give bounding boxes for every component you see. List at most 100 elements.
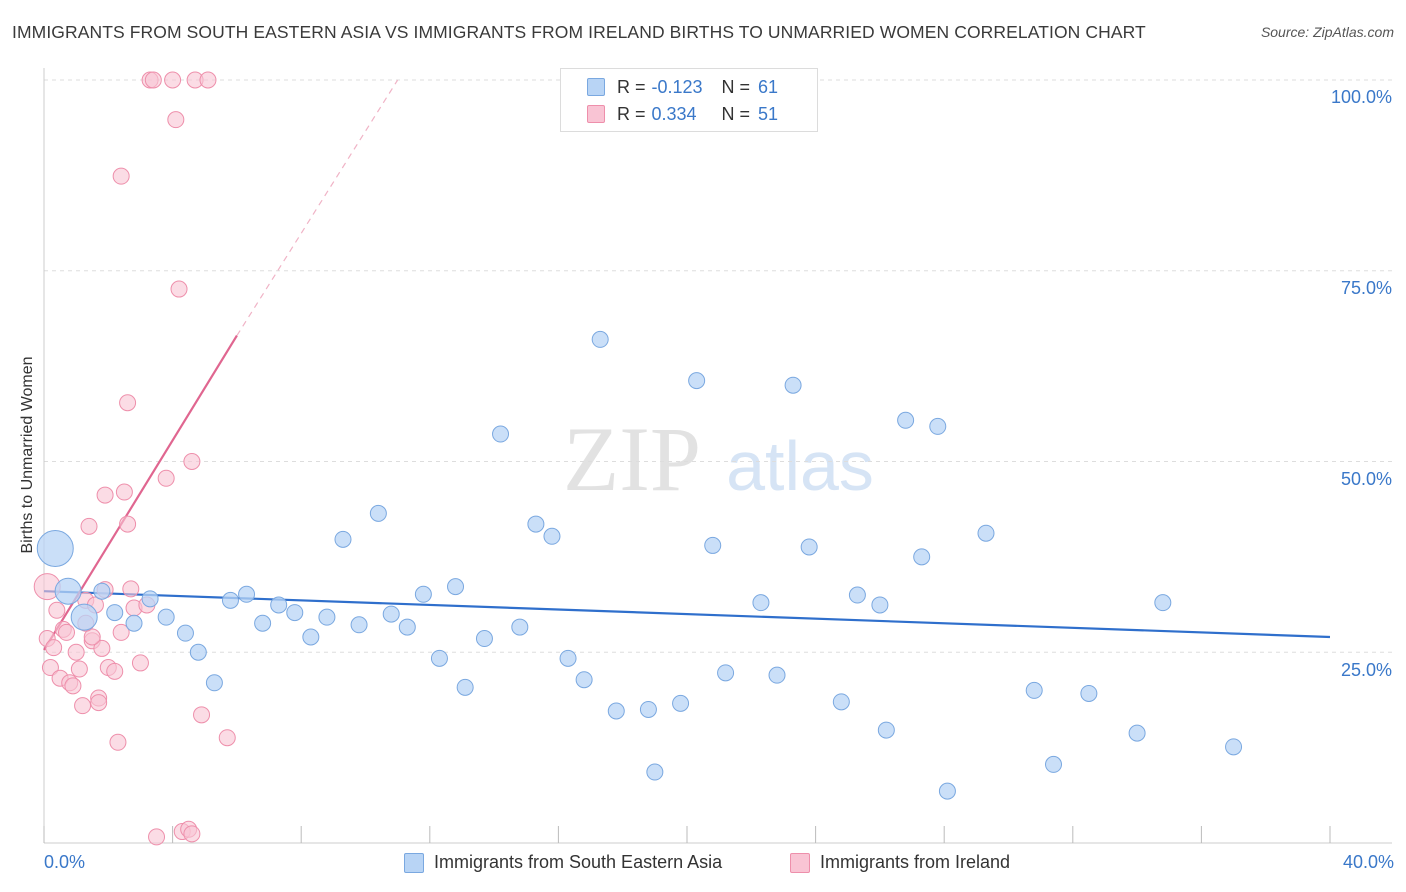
point-south-eastern-asia-5 — [125, 614, 143, 632]
point-ireland-40 — [164, 71, 182, 89]
point-south-eastern-asia-38 — [672, 694, 690, 712]
watermark-atlas: atlas — [726, 427, 874, 505]
legend-n-label: N = — [721, 103, 751, 124]
point-south-eastern-asia-25 — [447, 578, 465, 596]
point-south-eastern-asia-34 — [591, 330, 609, 348]
point-ireland-41 — [167, 111, 185, 129]
legend-r-value: -0.123 — [651, 76, 703, 97]
point-ireland-32 — [112, 167, 130, 185]
correlation-legend: R = -0.123 N = 61 R = 0.334 N = 51 — [560, 68, 818, 132]
point-ireland-23 — [106, 662, 124, 680]
point-south-eastern-asia-23 — [414, 585, 432, 603]
legend-label-south-eastern-asia: Immigrants from South Eastern Asia — [434, 852, 723, 872]
point-south-eastern-asia-6 — [141, 590, 159, 608]
point-south-eastern-asia-11 — [221, 591, 239, 609]
y-tick-label-50: 50.0% — [1340, 469, 1392, 489]
point-ireland-4 — [48, 601, 66, 619]
point-south-eastern-asia-30 — [527, 515, 545, 533]
point-ireland-38 — [148, 828, 166, 846]
point-ireland-45 — [183, 453, 201, 470]
point-south-eastern-asia-27 — [475, 630, 493, 648]
axes — [43, 68, 1392, 844]
point-south-eastern-asia-0 — [36, 529, 74, 567]
point-ireland-30 — [96, 486, 114, 504]
point-ireland-10 — [67, 643, 85, 661]
point-south-eastern-asia-15 — [286, 604, 304, 622]
point-south-eastern-asia-39 — [688, 372, 706, 390]
point-south-eastern-asia-59 — [1154, 594, 1172, 612]
point-south-eastern-asia-43 — [768, 666, 786, 684]
point-south-eastern-asia-37 — [646, 763, 664, 781]
point-ireland-14 — [80, 517, 98, 535]
legend-row-ireland: R = 0.334 N = 51 — [587, 102, 778, 126]
point-south-eastern-asia-18 — [334, 530, 352, 548]
point-south-eastern-asia-29 — [511, 618, 529, 636]
x-axis-max-label: 40.0% — [1342, 852, 1394, 872]
grid-lines — [44, 79, 1392, 653]
point-ireland-9 — [64, 677, 82, 695]
point-south-eastern-asia-46 — [832, 693, 850, 711]
series-south-eastern-asia — [36, 330, 1243, 800]
point-south-eastern-asia-7 — [157, 608, 175, 626]
point-south-eastern-asia-21 — [382, 605, 400, 623]
trend-line-south-eastern-asia — [43, 590, 1331, 639]
legend-item-ireland: Immigrants from Ireland — [790, 852, 1010, 873]
legend-n-value: 61 — [758, 76, 779, 97]
source-label: Source: ZipAtlas.com — [1260, 24, 1394, 40]
point-ireland-29 — [90, 694, 108, 712]
point-south-eastern-asia-60 — [1225, 738, 1243, 756]
point-south-eastern-asia-13 — [254, 614, 272, 632]
point-south-eastern-asia-22 — [398, 618, 416, 636]
series-ireland — [33, 71, 236, 846]
point-ireland-2 — [41, 659, 59, 677]
point-south-eastern-asia-19 — [350, 616, 368, 634]
point-south-eastern-asia-26 — [456, 678, 474, 696]
point-south-eastern-asia-41 — [717, 664, 735, 682]
point-ireland-33 — [119, 515, 137, 533]
point-south-eastern-asia-12 — [238, 585, 256, 603]
point-south-eastern-asia-54 — [977, 524, 995, 542]
point-south-eastern-asia-10 — [205, 674, 223, 692]
point-south-eastern-asia-57 — [1080, 684, 1098, 702]
point-ireland-31 — [109, 733, 127, 751]
legend-item-south-eastern-asia: Immigrants from South Eastern Asia — [404, 852, 722, 873]
legend-swatch-blue — [404, 852, 424, 873]
point-ireland-11 — [70, 660, 88, 678]
legend-n-label: N = — [721, 76, 751, 97]
point-south-eastern-asia-28 — [492, 425, 510, 443]
point-south-eastern-asia-24 — [430, 649, 448, 667]
point-south-eastern-asia-42 — [752, 594, 770, 612]
point-south-eastern-asia-33 — [575, 671, 593, 689]
point-ireland-37 — [144, 71, 162, 89]
trend-line-ireland-extension — [236, 79, 399, 336]
y-tick-label-100: 100.0% — [1330, 87, 1392, 107]
point-ireland-24 — [112, 623, 130, 641]
point-ireland-50 — [218, 729, 236, 747]
legend-row-south-eastern-asia: R = -0.123 N = 61 — [587, 75, 778, 99]
point-south-eastern-asia-53 — [938, 782, 956, 800]
point-south-eastern-asia-58 — [1128, 724, 1146, 742]
series-legend: Immigrants from South Eastern Asia Immig… — [0, 852, 1406, 878]
point-ireland-20 — [83, 628, 101, 646]
point-south-eastern-asia-44 — [784, 376, 802, 394]
x-axis-min-label: 0.0% — [44, 852, 86, 872]
point-south-eastern-asia-16 — [302, 628, 320, 646]
legend-label-ireland: Immigrants from Ireland — [820, 852, 1011, 872]
legend-swatch-blue — [587, 78, 605, 96]
y-tick-label-25: 25.0% — [1340, 660, 1392, 680]
legend-swatch-pink — [790, 852, 810, 873]
point-south-eastern-asia-52 — [929, 417, 947, 435]
point-ireland-3 — [45, 639, 63, 657]
legend-swatch-pink — [587, 105, 605, 123]
y-tick-label-75: 75.0% — [1340, 278, 1392, 298]
point-south-eastern-asia-4 — [106, 604, 124, 622]
point-south-eastern-asia-49 — [877, 721, 895, 739]
point-ireland-27 — [122, 580, 140, 598]
point-south-eastern-asia-55 — [1025, 681, 1043, 699]
point-south-eastern-asia-14 — [270, 596, 288, 614]
point-south-eastern-asia-35 — [607, 702, 625, 720]
point-south-eastern-asia-3 — [93, 582, 111, 600]
watermark-zip: ZIP — [563, 408, 701, 510]
point-south-eastern-asia-17 — [318, 608, 336, 626]
